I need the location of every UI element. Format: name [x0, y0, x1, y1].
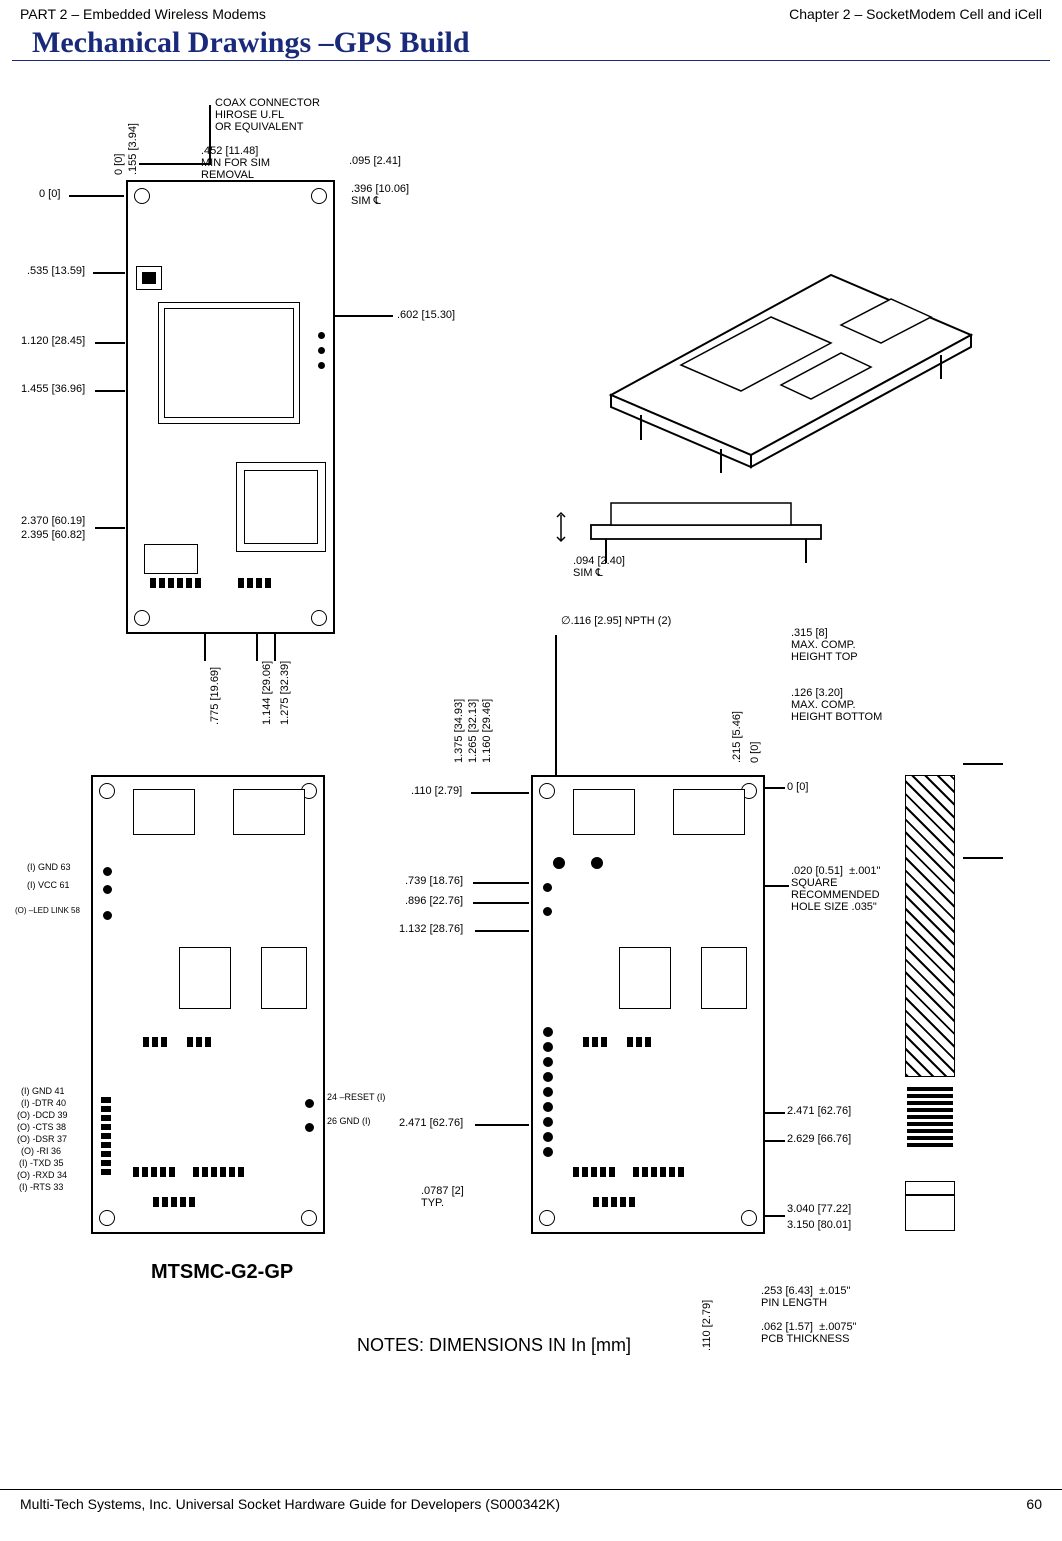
lbl-00: 0 [0]	[39, 188, 60, 200]
pin41: (I) GND 41	[21, 1087, 65, 1097]
lbl-pcbthk: .062 [1.57] ±.0075" PCB THICKNESS	[761, 1321, 857, 1345]
lbl-r0: 0 [0]	[787, 781, 808, 793]
header-left: PART 2 – Embedded Wireless Modems	[20, 6, 266, 22]
lbl-hole: .020 [0.51] ±.001" SQUARE RECOMMENDED HO…	[791, 865, 880, 913]
pin36: (O) -RI 36	[21, 1147, 61, 1157]
pin35: (I) -TXD 35	[19, 1159, 64, 1169]
lbl-b1144: 1.144 [29.06]	[261, 661, 273, 725]
lbl-t215: .215 [5.46]	[731, 711, 743, 763]
lbl-r3040: 3.040 [77.22]	[787, 1203, 851, 1215]
lbl-l1132: 1.132 [28.76]	[399, 923, 463, 935]
pin-vcc61: (I) VCC 61	[27, 881, 70, 891]
lbl-r3150: 3.150 [80.01]	[787, 1219, 851, 1231]
lbl-coax: COAX CONNECTOR HIROSE U.FL OR EQUIVALENT	[215, 97, 320, 133]
footer-right: 60	[1026, 1496, 1042, 1512]
lbl-1120: 1.120 [28.45]	[21, 335, 85, 347]
lbl-602: .602 [15.30]	[397, 309, 455, 321]
pin40: (I) -DTR 40	[21, 1099, 66, 1109]
pin-gnd63: (I) GND 63	[27, 863, 71, 873]
header-right: Chapter 2 – SocketModem Cell and iCell	[789, 6, 1042, 22]
pin38: (O) -CTS 38	[17, 1123, 66, 1133]
lbl-r2471: 2.471 [62.76]	[787, 1105, 851, 1117]
lbl-t1265: 1.265 [32.13]	[467, 699, 479, 763]
lbl-l2471: 2.471 [62.76]	[399, 1117, 463, 1129]
lbl-t00: 0 [0]	[749, 742, 761, 763]
lbl-095: .095 [2.41]	[349, 155, 401, 167]
pin34: (O) -RXD 34	[17, 1171, 67, 1181]
lbl-sim-removal: .452 [11.48] MIN FOR SIM REMOVAL	[201, 145, 270, 181]
lbl-l896: .896 [22.76]	[405, 895, 463, 907]
lbl-396: .396 [10.06] SIM ℄	[351, 183, 409, 207]
pin26: 26 GND (I)	[327, 1117, 371, 1127]
iso-board	[541, 215, 981, 475]
pin39: (O) -DCD 39	[17, 1111, 68, 1121]
lbl-l0787: .0787 [2] TYP.	[421, 1185, 464, 1209]
lbl-535: .535 [13.59]	[27, 265, 85, 277]
lbl-t1375: 1.375 [34.93]	[453, 699, 465, 763]
lbl-b1275: 1.275 [32.39]	[279, 661, 291, 725]
lbl-l739: .739 [18.76]	[405, 875, 463, 887]
lbl-maxtop: .315 [8] MAX. COMP. HEIGHT TOP	[791, 627, 858, 663]
lbl-side094: .094 [2.40] SIM ℄	[573, 555, 625, 579]
lbl-npth: ∅.116 [2.95] NPTH (2)	[561, 615, 671, 627]
lbl-2370: 2.370 [60.19]	[21, 515, 85, 527]
pin-led58: (O) –LED LINK 58	[15, 907, 80, 916]
lbl-l110: .110 [2.79]	[411, 785, 462, 797]
page-title: Mechanical Drawings –GPS Build	[12, 24, 1050, 61]
footer-left: Multi-Tech Systems, Inc. Universal Socke…	[20, 1496, 560, 1512]
pin33: (I) -RTS 33	[19, 1183, 63, 1193]
drawing-area: COAX CONNECTOR HIROSE U.FL OR EQUIVALENT…	[21, 75, 1041, 1485]
lbl-v0: 0 [0]	[113, 154, 125, 175]
lbl-t1160: 1.160 [29.46]	[481, 699, 493, 763]
lbl-2395: 2.395 [60.82]	[21, 529, 85, 541]
lbl-1455: 1.455 [36.96]	[21, 383, 85, 395]
lbl-maxbot: .126 [3.20] MAX. COMP. HEIGHT BOTTOM	[791, 687, 882, 723]
pin37: (O) -DSR 37	[17, 1135, 67, 1145]
notes: NOTES: DIMENSIONS IN In [mm]	[357, 1335, 631, 1356]
lbl-b775: .775 [19.69]	[209, 667, 221, 725]
lbl-b110: .110 [2.79]	[701, 1300, 713, 1351]
lbl-pinlen: .253 [6.43] ±.015" PIN LENGTH	[761, 1285, 850, 1309]
model-label: MTSMC-G2-GP	[151, 1261, 293, 1284]
pin24: 24 –RESET (I)	[327, 1093, 385, 1103]
lbl-v155: .155 [3.94]	[127, 123, 139, 175]
lbl-r2629: 2.629 [66.76]	[787, 1133, 851, 1145]
